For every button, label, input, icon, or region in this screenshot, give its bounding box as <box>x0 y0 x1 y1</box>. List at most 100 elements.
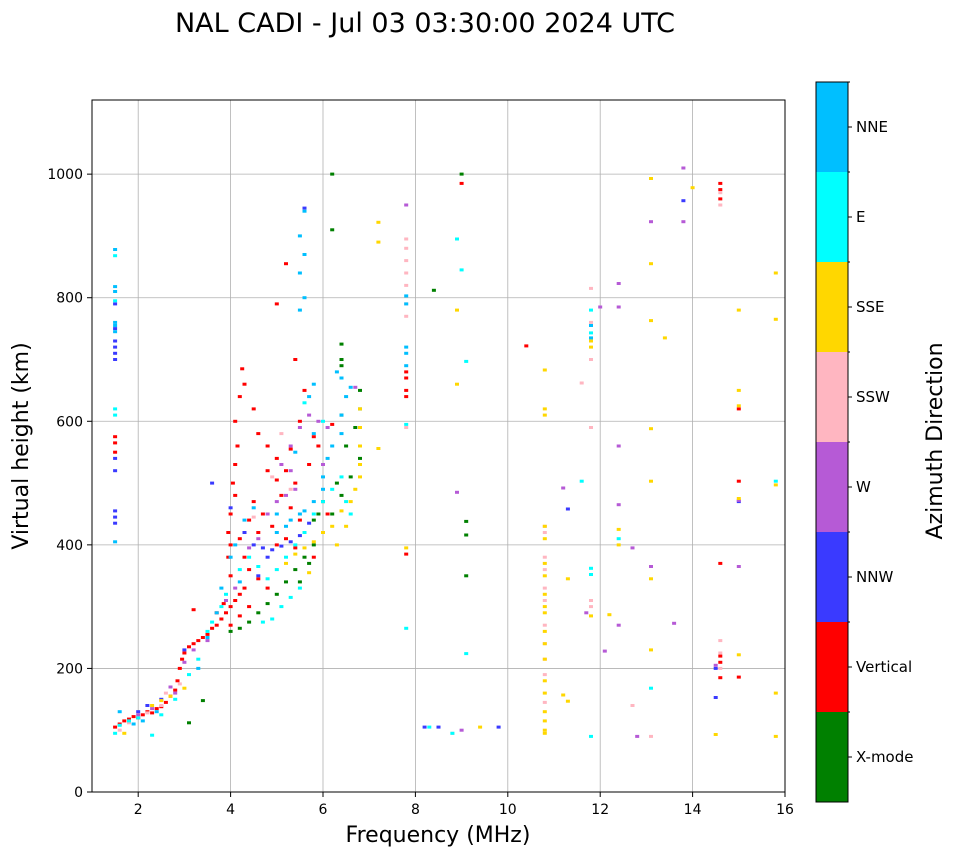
data-point <box>542 537 547 541</box>
data-point <box>127 717 131 721</box>
data-marks <box>113 166 778 738</box>
data-point <box>404 364 409 368</box>
data-point <box>117 710 122 714</box>
data-point <box>288 540 293 544</box>
data-point <box>459 172 464 176</box>
data-point <box>330 487 335 491</box>
data-point <box>330 444 335 448</box>
data-point <box>200 699 205 703</box>
data-point <box>187 645 191 649</box>
data-point <box>293 546 298 550</box>
data-point <box>302 209 307 213</box>
data-point <box>589 308 593 312</box>
data-point <box>681 166 686 170</box>
data-point <box>113 324 118 327</box>
data-point <box>284 493 288 497</box>
data-point <box>233 586 238 590</box>
data-point <box>131 722 136 726</box>
data-point <box>311 518 316 522</box>
data-point <box>649 177 653 180</box>
y-tick-label: 400 <box>56 538 83 554</box>
data-point <box>542 623 547 627</box>
data-point <box>113 351 118 355</box>
data-point <box>542 719 547 723</box>
data-point <box>302 206 307 210</box>
data-point <box>237 537 242 541</box>
data-point <box>321 419 325 423</box>
data-point <box>113 345 118 349</box>
data-point <box>404 422 409 426</box>
data-point <box>718 639 723 643</box>
data-point <box>718 203 723 207</box>
data-point <box>293 450 298 454</box>
data-point <box>404 283 409 287</box>
data-point <box>542 611 547 615</box>
data-point <box>242 518 247 522</box>
data-point <box>330 422 335 426</box>
data-point <box>455 490 459 494</box>
data-point <box>228 555 233 559</box>
data-point <box>542 629 547 633</box>
data-point <box>330 512 335 516</box>
colorbar-title: Azimuth Direction <box>923 342 948 539</box>
data-point <box>450 731 455 735</box>
data-point <box>404 426 409 429</box>
data-point <box>353 426 358 429</box>
data-point <box>542 586 547 590</box>
data-point <box>221 602 226 606</box>
data-point <box>404 246 409 250</box>
data-point <box>607 613 612 617</box>
data-point <box>464 519 469 523</box>
data-point <box>478 725 483 729</box>
data-point <box>589 605 593 609</box>
data-point <box>736 497 741 500</box>
data-point <box>251 515 256 519</box>
data-point <box>339 358 344 361</box>
data-point <box>297 419 302 423</box>
plot-frame <box>91 99 786 793</box>
series-e <box>113 237 778 738</box>
data-point <box>662 336 667 340</box>
data-point <box>168 685 173 689</box>
series-w <box>136 166 741 738</box>
data-point <box>113 413 118 417</box>
data-point <box>542 524 547 528</box>
data-point <box>136 713 141 717</box>
data-point <box>113 521 118 525</box>
data-point <box>344 395 349 399</box>
data-point <box>404 626 409 630</box>
data-point <box>630 546 635 550</box>
data-point <box>404 302 409 306</box>
data-point <box>265 602 270 606</box>
y-axis-title: Virtual height (km) <box>9 342 34 549</box>
data-point <box>113 254 118 258</box>
y-tick-label: 600 <box>56 414 83 430</box>
x-tick-label: 4 <box>226 802 235 818</box>
data-point <box>274 456 279 460</box>
data-point <box>113 302 118 306</box>
grid-lines <box>92 100 786 792</box>
data-point <box>736 653 741 657</box>
data-point <box>459 268 464 272</box>
data-point <box>348 500 353 504</box>
data-point <box>307 571 312 575</box>
data-point <box>256 574 261 578</box>
data-point <box>237 580 242 584</box>
data-point <box>616 537 621 541</box>
data-point <box>404 314 409 318</box>
data-point <box>311 382 316 386</box>
data-point <box>542 561 547 565</box>
data-point <box>325 426 330 429</box>
data-point <box>131 715 136 719</box>
data-point <box>279 544 284 548</box>
data-point <box>302 509 307 513</box>
data-point <box>284 262 288 266</box>
data-point <box>358 388 362 392</box>
data-point <box>113 509 118 513</box>
data-point <box>616 503 621 507</box>
data-point <box>404 345 409 349</box>
data-point <box>284 524 288 528</box>
data-point <box>297 271 302 275</box>
data-point <box>288 447 293 451</box>
data-point <box>736 498 741 502</box>
